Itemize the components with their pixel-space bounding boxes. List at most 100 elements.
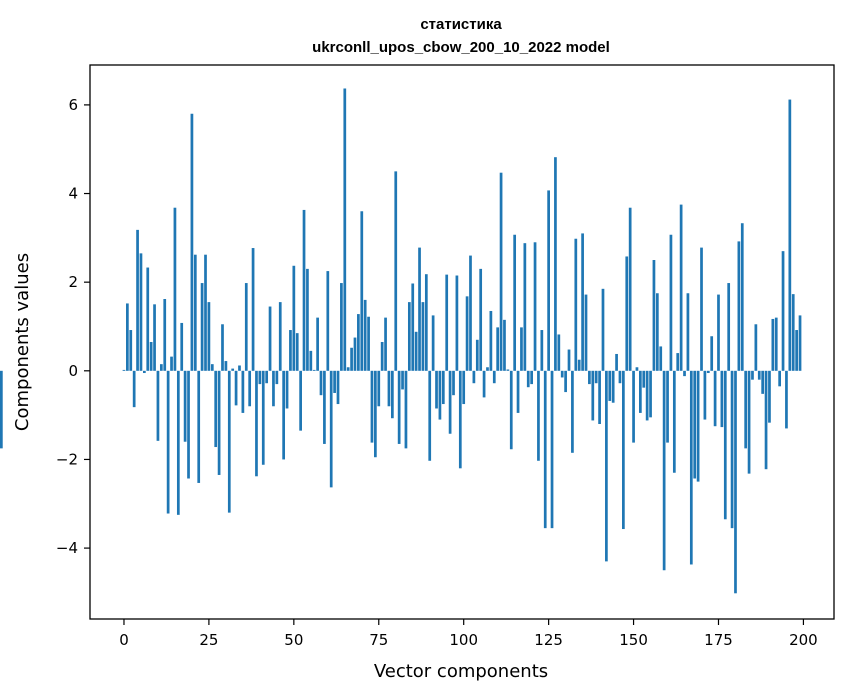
bar <box>390 370 394 419</box>
bar <box>197 370 201 483</box>
bar <box>278 302 282 371</box>
bar <box>421 302 425 371</box>
bar <box>458 370 462 469</box>
bar <box>676 353 680 371</box>
bar <box>605 370 608 562</box>
bar <box>275 370 279 385</box>
bar <box>700 247 703 371</box>
bar <box>438 370 442 420</box>
bar <box>193 254 197 371</box>
bar <box>554 157 557 371</box>
bar <box>370 370 374 443</box>
bar <box>333 370 336 393</box>
bar <box>255 370 258 477</box>
bar-series <box>0 88 802 594</box>
bar <box>730 370 734 529</box>
bar <box>428 370 432 461</box>
bar <box>312 369 316 371</box>
bar <box>791 294 795 371</box>
bar <box>795 330 798 371</box>
bar <box>516 370 520 413</box>
bar <box>591 370 595 421</box>
bar <box>411 283 415 371</box>
x-tick-label: 200 <box>789 631 818 649</box>
bar <box>482 370 486 398</box>
bar <box>316 317 319 371</box>
bar <box>350 347 353 371</box>
bar <box>241 370 245 413</box>
y-tick-label: 0 <box>68 362 78 380</box>
x-axis-ticks: 0 25 50 75 100 125 150 175 200 <box>119 619 818 649</box>
bar <box>173 207 177 371</box>
x-tick-label: 75 <box>369 631 388 649</box>
bar <box>781 251 785 371</box>
bar <box>217 370 221 475</box>
bar <box>418 247 421 371</box>
bar <box>632 370 635 443</box>
x-tick-label: 50 <box>284 631 303 649</box>
bar <box>720 370 724 428</box>
bar <box>523 243 527 371</box>
bar <box>360 211 364 371</box>
bar <box>757 370 761 380</box>
x-axis-label: Vector components <box>374 661 548 682</box>
bar <box>638 370 642 413</box>
bar <box>581 233 584 371</box>
bar <box>696 370 700 482</box>
bar <box>526 370 530 388</box>
bar <box>659 346 663 371</box>
bar <box>679 204 683 371</box>
plot-area-frame <box>89 64 835 620</box>
bar <box>163 299 167 371</box>
bar <box>374 370 377 458</box>
bar <box>652 260 656 371</box>
bar <box>187 370 190 479</box>
bar <box>717 294 720 371</box>
bar <box>628 207 632 371</box>
bar <box>285 370 289 409</box>
bar <box>367 316 370 371</box>
bar <box>496 327 500 371</box>
bar <box>465 296 469 371</box>
bar <box>672 370 676 473</box>
bar <box>272 370 275 407</box>
bar <box>615 353 618 371</box>
bar <box>394 171 398 371</box>
bar <box>384 317 387 371</box>
bar <box>472 370 476 384</box>
bar <box>238 365 241 371</box>
bar <box>462 370 466 405</box>
bar <box>768 370 771 423</box>
bar <box>170 356 173 371</box>
bar <box>404 370 408 449</box>
bar <box>176 370 180 515</box>
bar <box>611 370 615 403</box>
bar <box>543 370 547 529</box>
bar <box>377 370 381 407</box>
bar <box>431 315 435 371</box>
bar <box>486 367 489 371</box>
bar <box>530 370 534 385</box>
bar <box>207 302 211 371</box>
bar <box>689 370 693 565</box>
bar <box>506 369 510 371</box>
x-tick-label: 0 <box>119 631 129 649</box>
bar <box>299 370 302 431</box>
bar <box>343 88 347 371</box>
bar <box>788 99 792 371</box>
bar <box>509 370 513 450</box>
bar <box>407 302 411 371</box>
bar <box>323 370 326 444</box>
bar <box>584 294 588 371</box>
bar <box>475 339 479 371</box>
bar <box>363 299 367 371</box>
bar <box>244 283 248 371</box>
bar <box>183 370 187 442</box>
bar <box>618 370 622 384</box>
bar <box>346 367 350 371</box>
bar <box>387 370 391 407</box>
y-tick-label: 2 <box>68 273 78 291</box>
bar <box>309 350 313 371</box>
bar <box>340 283 343 371</box>
bar <box>479 268 483 371</box>
